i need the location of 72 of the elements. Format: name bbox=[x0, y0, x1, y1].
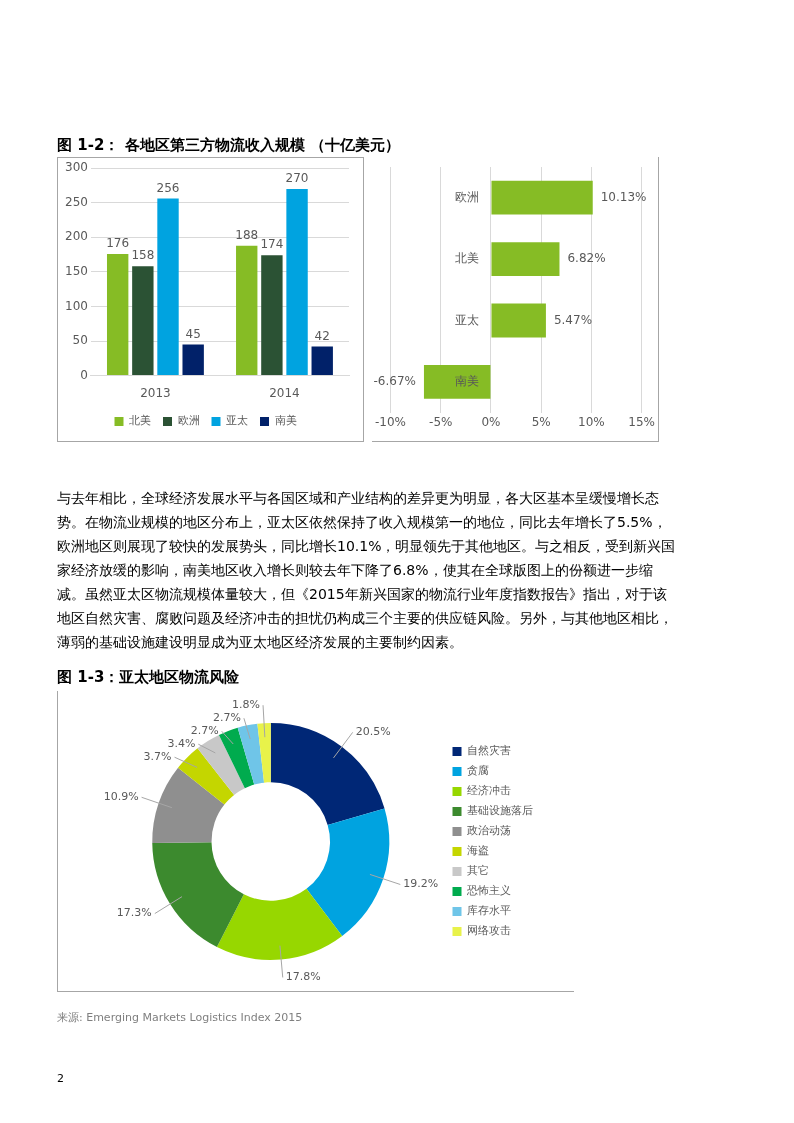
text: 与去年相比，全球经济发展水平与各国区域和产业结构的差异更为明显，各大区基本呈缓慢增长态势。在物流业规模的地区分布上，亚太区依然保持了收入规模第一的地位，同比去年增长了5.5%，欧洲地区则展现了较快的发展势头，同比增长10.1%，明显领先于其他地区。与之相反，受到新兴国家经济放缓的影响，南美地区收入增长则较去年下降了6.8%，使其在全球版图上的份额进一步缩减。虽然亚太区物流规模体量较大，但《2015年新兴国家的物流行业年度指数报告》指出，对于该地区自然灾害、腐败问题及经济冲击的担忧仍构成三个主要的供应链风险。另外，与其他地区相比，薄弱的基础设施建设明显成为亚太地区经济发展的主要制约因素。 bbox=[57, 489, 677, 652]
legend-label: 贪腐 bbox=[467, 764, 489, 778]
bar bbox=[261, 255, 283, 376]
y-tick-label: 200 bbox=[65, 229, 88, 244]
x-tick-label: -10% bbox=[374, 414, 407, 429]
y-tick-label: 北美 bbox=[454, 251, 479, 266]
data-label: 256 bbox=[156, 180, 180, 195]
data-label: 17.3% bbox=[116, 906, 152, 920]
legend-label: 南美 bbox=[274, 414, 297, 428]
data-label: 20.5% bbox=[355, 725, 391, 739]
data-label: 17.8% bbox=[285, 970, 321, 984]
data-label: 42 bbox=[314, 328, 330, 343]
legend-label: 库存水平 bbox=[467, 904, 511, 918]
bar bbox=[132, 266, 154, 376]
bar bbox=[286, 188, 308, 376]
bar bbox=[236, 245, 258, 376]
x-tick-label: 10% bbox=[578, 414, 605, 429]
legend-label: 欧洲 bbox=[177, 414, 200, 428]
data-label: 6.82% bbox=[567, 251, 606, 266]
legend-label: 海盗 bbox=[467, 844, 489, 858]
chart-title: 图 1-3：亚太地区物流风险 bbox=[57, 668, 241, 687]
bar bbox=[157, 198, 179, 376]
y-tick-label: 欧洲 bbox=[454, 189, 479, 204]
x-tick-label: -5% bbox=[429, 414, 453, 429]
data-label: -6.67% bbox=[373, 374, 416, 389]
y-tick-label: 100 bbox=[65, 298, 88, 313]
data-label: 5.47% bbox=[553, 312, 593, 327]
legend-label: 经济冲击 bbox=[467, 784, 511, 798]
x-tick-label: 15% bbox=[628, 414, 655, 429]
bar bbox=[491, 180, 593, 215]
y-tick-label: 50 bbox=[72, 333, 88, 348]
bar bbox=[106, 253, 129, 376]
data-label: 10.9% bbox=[103, 790, 139, 804]
y-tick-label: 0 bbox=[80, 367, 88, 382]
bar bbox=[491, 242, 560, 276]
y-tick-label: 南美 bbox=[454, 374, 479, 389]
x-tick-label: 0% bbox=[481, 414, 501, 429]
y-tick-label: 150 bbox=[65, 264, 88, 279]
legend-label: 亚太 bbox=[226, 414, 248, 428]
data-label: 2.7% bbox=[190, 724, 219, 738]
data-label: 1.8% bbox=[232, 698, 261, 712]
data-label: 3.7% bbox=[143, 750, 172, 764]
legend-label: 政治动荡 bbox=[467, 824, 511, 838]
legend-label: 网络攻击 bbox=[467, 924, 511, 938]
legend-label: 基础设施落后 bbox=[467, 804, 533, 818]
text: 2 bbox=[57, 1072, 64, 1085]
bar bbox=[182, 344, 204, 376]
source-note: 来源: Emerging Markets Logistics Index 2015 bbox=[57, 1010, 304, 1025]
data-label: 176 bbox=[106, 236, 130, 251]
data-label: 2.7% bbox=[212, 711, 241, 725]
legend-label: 自然灾害 bbox=[467, 744, 511, 758]
legend-label: 恐怖主义 bbox=[466, 884, 511, 898]
data-label: 174 bbox=[260, 237, 284, 252]
legend-label: 北美 bbox=[129, 414, 151, 428]
data-label: 19.2% bbox=[403, 877, 439, 891]
x-tick-label: 5% bbox=[531, 414, 551, 429]
x-tick-label: 2014 bbox=[269, 385, 300, 400]
bar bbox=[423, 365, 491, 399]
y-tick-label: 250 bbox=[65, 194, 88, 209]
bar bbox=[311, 346, 333, 376]
data-label: 270 bbox=[285, 171, 309, 186]
bar bbox=[491, 303, 546, 338]
x-tick-label: 2013 bbox=[140, 385, 171, 400]
data-label: 10.13% bbox=[600, 189, 647, 204]
data-label: 188 bbox=[235, 227, 259, 242]
y-tick-label: 亚太 bbox=[454, 312, 479, 327]
data-label: 3.4% bbox=[167, 737, 196, 751]
chart-title: 图 1-2： 各地区第三方物流收入规模 （十亿美元） bbox=[57, 136, 400, 155]
legend-label: 其它 bbox=[467, 864, 489, 878]
data-label: 158 bbox=[131, 248, 155, 263]
data-label: 45 bbox=[185, 326, 201, 341]
y-tick-label: 300 bbox=[65, 160, 88, 175]
